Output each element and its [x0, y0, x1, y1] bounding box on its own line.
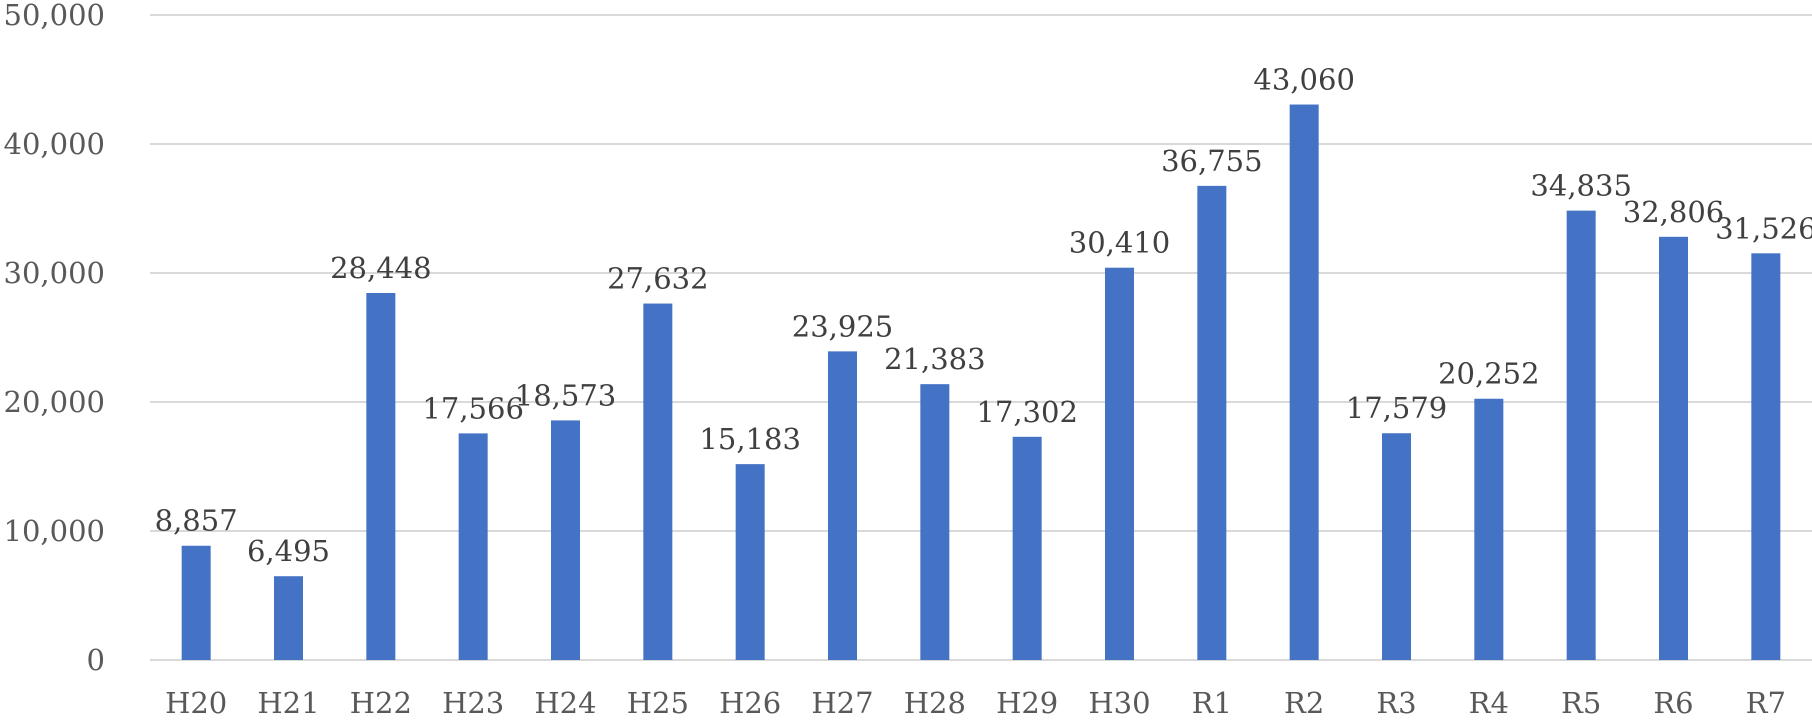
x-axis-ticks: H20 H21 H22 H23 H24 H25 H26 H27 H28 H29 H30 R1 R2 R3 R… [165, 686, 1786, 720]
bar-r7 [1751, 253, 1781, 660]
bar-r1 [1197, 185, 1227, 660]
y-tick-label: 40,000 [4, 127, 105, 161]
bar-h29 [1012, 436, 1042, 660]
bar-h24 [551, 420, 580, 660]
x-tick-label: H25 [627, 686, 689, 720]
data-label: 30,410 [1069, 226, 1170, 260]
x-tick-label: R3 [1376, 686, 1416, 720]
data-label: 17,566 [422, 391, 523, 425]
x-tick-label: H28 [904, 686, 966, 720]
x-tick-label: R7 [1746, 686, 1786, 720]
x-tick-label: H20 [165, 686, 227, 720]
x-tick-label: H21 [257, 686, 319, 720]
data-label: 28,448 [330, 251, 431, 285]
y-axis-ticks: 0 10,000 20,000 30,000 40,000 50,000 [4, 0, 105, 677]
y-tick-label: 30,000 [4, 256, 105, 290]
bar-h22 [366, 293, 396, 660]
data-label: 17,302 [976, 395, 1077, 429]
x-tick-label: R2 [1284, 686, 1324, 720]
gridlines [150, 14, 1812, 661]
x-tick-label: R6 [1653, 686, 1693, 720]
bar-h23 [458, 433, 488, 660]
data-label: 8,857 [155, 504, 238, 538]
bar-r4 [1474, 398, 1504, 660]
data-label: 23,925 [792, 309, 893, 343]
x-tick-label: H29 [996, 686, 1058, 720]
y-tick-label: 50,000 [4, 0, 105, 32]
x-tick-label: R5 [1561, 686, 1601, 720]
bar-h25 [643, 303, 673, 660]
data-label: 21,383 [884, 342, 985, 376]
x-tick-label: H27 [811, 686, 873, 720]
x-tick-label: H24 [534, 686, 596, 720]
x-tick-label: H30 [1088, 686, 1150, 720]
x-tick-label: H26 [719, 686, 781, 720]
data-label: 27,632 [607, 262, 708, 296]
data-label: 34,835 [1530, 169, 1631, 203]
data-label: 31,526 [1715, 211, 1812, 245]
bar-h27 [828, 351, 857, 660]
data-label: 15,183 [699, 422, 800, 456]
data-label: 36,755 [1161, 144, 1262, 178]
bar-r3 [1382, 433, 1411, 660]
data-label: 17,579 [1346, 391, 1447, 425]
bars [181, 104, 1781, 661]
bar-h21 [274, 576, 303, 660]
bar-r6 [1659, 236, 1688, 660]
y-tick-label: 0 [87, 643, 105, 677]
bar-h20 [181, 545, 211, 660]
data-label: 43,060 [1253, 63, 1354, 97]
data-label: 32,806 [1623, 195, 1724, 229]
y-tick-label: 20,000 [4, 385, 105, 419]
data-label: 20,252 [1438, 357, 1539, 391]
bar-h28 [920, 384, 950, 660]
bar-h26 [735, 464, 765, 660]
bar-r2 [1289, 104, 1319, 660]
x-tick-label: R1 [1192, 686, 1232, 720]
x-tick-label: H23 [442, 686, 504, 720]
x-tick-label: H22 [350, 686, 412, 720]
bar-h30 [1105, 267, 1134, 660]
x-tick-label: R4 [1469, 686, 1509, 720]
data-label: 18,573 [515, 378, 616, 412]
bar-r5 [1566, 210, 1596, 661]
data-label: 6,495 [247, 534, 330, 568]
y-tick-label: 10,000 [4, 514, 105, 548]
